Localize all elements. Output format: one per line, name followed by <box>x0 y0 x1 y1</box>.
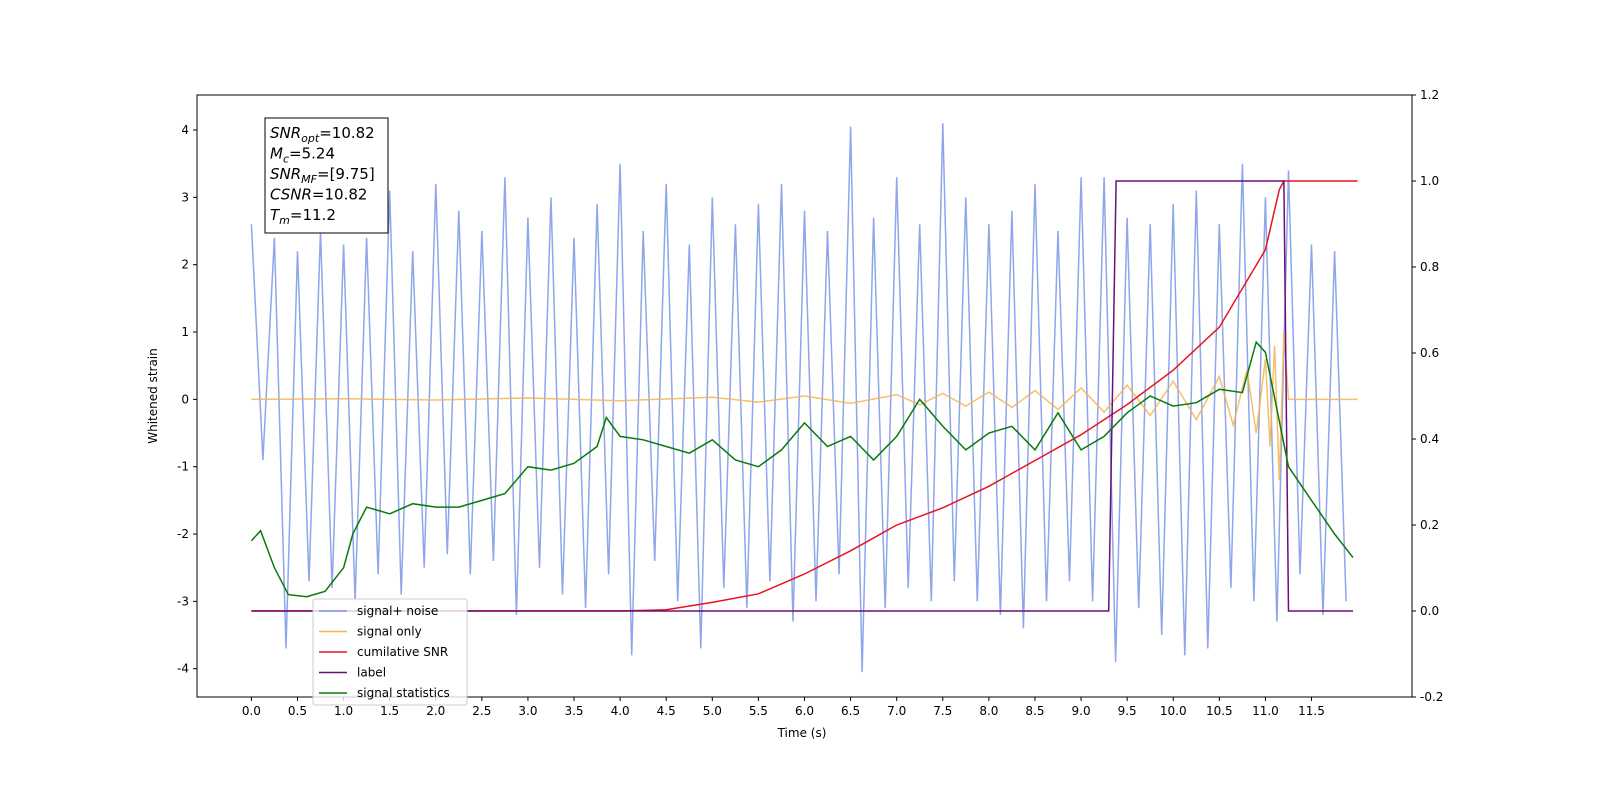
annotation-subscript: c <box>283 153 289 166</box>
x-tick-label: 7.0 <box>887 704 906 718</box>
y-tick-label: -4 <box>177 662 189 676</box>
annotation-box: SNRopt=10.82Mc=5.24SNRMF=[9.75]CSNR=10.8… <box>264 117 389 234</box>
y2-tick-label: 1.2 <box>1420 88 1439 102</box>
annotation-symbol: SNR <box>270 165 301 183</box>
series-line <box>250 340 1354 598</box>
x-tick-label: 4.0 <box>611 704 630 718</box>
annotation-value: =10.82 <box>319 124 375 142</box>
annotation-line: Mc=5.24 <box>270 145 335 166</box>
y-axis-label: Whitened strain <box>146 348 160 444</box>
y2-tick-label: 0.8 <box>1420 260 1439 274</box>
x-tick-label: 9.0 <box>1072 704 1091 718</box>
x-tick-label: 2.5 <box>472 704 491 718</box>
y2-tick-label: -0.2 <box>1420 690 1443 704</box>
y-tick-label: 0 <box>181 392 189 406</box>
x-tick-label: 0.0 <box>242 704 261 718</box>
series-line <box>250 123 1347 673</box>
annotation-subscript: m <box>279 214 290 227</box>
legend-label: signal+ noise <box>357 604 438 618</box>
x-tick-label: 11.5 <box>1298 704 1325 718</box>
y2-tick-label: 0.2 <box>1420 518 1439 532</box>
x-tick-label: 8.0 <box>979 704 998 718</box>
y-tick-label: 3 <box>181 190 189 204</box>
x-tick-label: 5.5 <box>749 704 768 718</box>
legend-label: label <box>357 666 386 680</box>
series-line <box>251 331 1358 481</box>
annotation-value: =[9.75] <box>317 165 375 183</box>
x-tick-label: 0.5 <box>288 704 307 718</box>
x-tick-label: 3.5 <box>564 704 583 718</box>
x-tick-label: 8.5 <box>1025 704 1044 718</box>
x-tick-label: 1.0 <box>334 704 353 718</box>
annotation-subscript: opt <box>301 132 320 145</box>
annotation-subscript: MF <box>301 173 317 186</box>
y-tick-label: -2 <box>177 527 189 541</box>
x-tick-label: 1.5 <box>380 704 399 718</box>
y-tick-label: 4 <box>181 123 189 137</box>
y2-tick-label: 0.0 <box>1420 604 1439 618</box>
annotation-value: =5.24 <box>289 145 335 163</box>
legend: signal+ noise signal only cumilative SNR la… <box>312 598 468 706</box>
x-tick-label: 10.0 <box>1160 704 1187 718</box>
annotation-frame <box>264 117 389 234</box>
legend-frame <box>312 598 468 706</box>
y2-tick-label: 1.0 <box>1420 174 1439 188</box>
y-tick-label: -1 <box>177 460 189 474</box>
x-tick-label: 3.0 <box>518 704 537 718</box>
x-tick-label: 11.0 <box>1252 704 1279 718</box>
x-tick-label: 7.5 <box>933 704 952 718</box>
x-tick-label: 4.5 <box>657 704 676 718</box>
annotation-value: =11.2 <box>290 206 336 224</box>
y-tick-label: 1 <box>181 325 189 339</box>
annotation-line: SNRMF=[9.75] <box>270 165 375 186</box>
x-tick-label: 5.0 <box>703 704 722 718</box>
legend-label: signal statistics <box>357 686 450 700</box>
y-tick-label: 2 <box>181 258 189 272</box>
x-tick-label: 6.0 <box>795 704 814 718</box>
series-line <box>251 180 1353 612</box>
legend-label: signal only <box>357 625 422 639</box>
annotation-line: Tm=11.2 <box>270 206 336 227</box>
x-tick-label: 10.5 <box>1206 704 1233 718</box>
annotation-line: SNRopt=10.82 <box>270 124 375 145</box>
x-tick-label: 6.5 <box>841 704 860 718</box>
annotation-symbol: M <box>270 145 283 163</box>
x-axis-label: Time (s) <box>777 726 827 740</box>
y2-tick-label: 0.6 <box>1420 346 1439 360</box>
series-line <box>251 180 1358 612</box>
annotation-symbol: T <box>270 206 281 224</box>
x-tick-label: 9.5 <box>1118 704 1137 718</box>
annotation-symbol: CSNR <box>270 186 312 204</box>
legend-label: cumilative SNR <box>357 645 448 659</box>
y2-tick-label: 0.4 <box>1420 432 1439 446</box>
annotation-symbol: SNR <box>270 124 301 142</box>
x-tick-label: 2.0 <box>426 704 445 718</box>
y-tick-label: -3 <box>177 594 189 608</box>
annotation-value: =10.82 <box>312 186 368 204</box>
annotation-line: CSNR=10.82 <box>270 186 367 204</box>
